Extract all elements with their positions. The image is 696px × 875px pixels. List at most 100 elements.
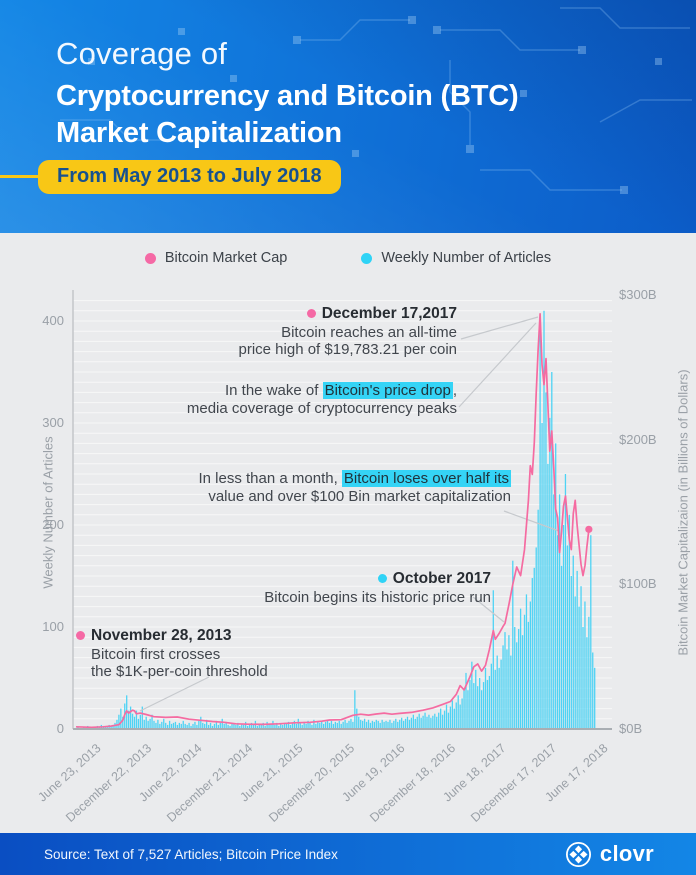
- weekly-articles-bar: [336, 722, 338, 729]
- weekly-articles-bar: [541, 423, 543, 729]
- weekly-articles-bar: [319, 722, 321, 729]
- weekly-articles-bar: [229, 725, 231, 729]
- weekly-articles-bar: [457, 695, 459, 729]
- weekly-articles-bar: [342, 721, 344, 729]
- y-axis-tick-label-left: 100: [42, 619, 64, 634]
- weekly-articles-bar: [424, 712, 426, 729]
- weekly-articles-bar: [289, 724, 292, 729]
- weekly-articles-bar: [514, 627, 516, 729]
- legend-label: Weekly Number of Articles: [381, 250, 552, 266]
- weekly-articles-bar: [555, 443, 557, 729]
- weekly-articles-bar: [367, 719, 370, 729]
- weekly-articles-bar: [323, 723, 325, 729]
- weekly-articles-bar: [473, 683, 475, 729]
- weekly-articles-bar: [239, 725, 241, 729]
- weekly-articles-bar: [145, 716, 147, 729]
- weekly-articles-bar: [196, 724, 198, 729]
- weekly-articles-bar: [172, 722, 175, 729]
- combo-chart-canvas: [72, 290, 612, 730]
- market-cap-line: [75, 312, 590, 729]
- weekly-articles-bar: [516, 642, 518, 729]
- weekly-articles-bar: [270, 723, 272, 729]
- header-banner: Coverage of Cryptocurrency and Bitcoin (…: [0, 0, 696, 233]
- weekly-articles-bar: [167, 724, 169, 729]
- y-axis-title-right: Bitcoin Market Capitalizaion (in Billion…: [675, 369, 691, 656]
- weekly-articles-bar: [445, 704, 448, 729]
- weekly-articles-bar: [231, 722, 233, 729]
- weekly-articles-bar: [451, 700, 453, 729]
- weekly-articles-bar: [128, 710, 130, 729]
- weekly-articles-bar: [315, 723, 317, 729]
- weekly-articles-bar: [443, 710, 446, 729]
- weekly-articles-bar: [529, 601, 531, 729]
- weekly-articles-bar: [112, 724, 114, 729]
- weekly-articles-bar: [430, 717, 432, 729]
- weekly-articles-bar: [282, 724, 284, 729]
- weekly-articles-bar: [176, 724, 179, 729]
- annotation-oct-2017: October 2017 Bitcoin begins its historic…: [264, 570, 491, 606]
- y-axis-tick-label-left: 200: [42, 517, 64, 532]
- weekly-articles-bar: [379, 722, 381, 729]
- weekly-articles-bar: [365, 721, 368, 729]
- weekly-articles-bar: [206, 719, 208, 729]
- weekly-articles-bar: [519, 608, 522, 729]
- weekly-articles-bar: [404, 718, 407, 729]
- weekly-articles-bar: [523, 614, 526, 729]
- y-axis-tick-label-left: 0: [56, 721, 64, 736]
- weekly-articles-bar: [373, 721, 375, 729]
- weekly-articles-bar: [133, 716, 136, 729]
- weekly-articles-bar: [547, 463, 549, 729]
- weekly-articles-bar: [471, 661, 473, 729]
- weekly-articles-bar: [225, 721, 227, 729]
- brand-name: clovr: [599, 841, 654, 866]
- weekly-articles-bar: [248, 723, 251, 729]
- weekly-articles-bar: [508, 635, 510, 729]
- weekly-articles-bar: [385, 720, 387, 729]
- weekly-articles-bar: [449, 706, 452, 729]
- weekly-articles-bar: [401, 717, 403, 729]
- annotation-text: Bitcoin reaches an all-time: [281, 323, 457, 341]
- weekly-articles-bar: [383, 721, 385, 729]
- weekly-articles-bar: [588, 616, 590, 729]
- circuit-pattern-decoration: [60, 7, 692, 194]
- weekly-articles-bar: [432, 715, 434, 729]
- weekly-articles-bar: [553, 494, 555, 729]
- pink-dot-icon: [144, 252, 156, 264]
- weekly-articles-bar: [557, 535, 559, 729]
- weekly-articles-bar: [393, 720, 395, 729]
- weekly-articles-bar: [377, 720, 379, 729]
- weekly-articles-bar: [170, 723, 173, 729]
- weekly-articles-bar: [440, 708, 442, 729]
- weekly-articles-bar: [274, 724, 276, 729]
- footer-bar: Source: Text of 7,527 Articles; Bitcoin …: [0, 833, 696, 875]
- weekly-articles-bar: [194, 721, 196, 729]
- y-axis-tick-label-left: 400: [42, 313, 64, 328]
- weekly-articles-bar: [527, 621, 530, 729]
- weekly-articles-bar: [518, 629, 520, 729]
- weekly-articles-bar: [568, 514, 570, 729]
- weekly-articles-bar: [504, 632, 506, 729]
- weekly-articles-bar: [477, 686, 479, 729]
- weekly-articles-bar: [447, 712, 450, 729]
- pill-accent-line: [0, 175, 40, 178]
- weekly-articles-bar: [209, 722, 212, 729]
- weekly-articles-bar: [389, 719, 391, 729]
- weekly-articles-bar: [163, 718, 165, 729]
- weekly-articles-bar: [147, 720, 149, 729]
- weekly-articles-bar: [422, 715, 424, 729]
- weekly-articles-bar: [303, 721, 305, 729]
- weekly-articles-bar: [512, 560, 514, 729]
- weekly-articles-bar: [161, 721, 163, 729]
- weekly-articles-bar: [182, 720, 184, 729]
- weekly-articles-bar: [256, 725, 258, 729]
- weekly-articles-bar: [215, 720, 218, 729]
- weekly-articles-bar: [250, 722, 253, 729]
- page-title-bold-2: Market Capitalization: [56, 117, 342, 149]
- weekly-articles-bar: [502, 645, 504, 729]
- y-axis-title-left: Weekly Number of Articles: [40, 436, 56, 589]
- weekly-articles-bar: [311, 724, 313, 729]
- weekly-articles-bar: [301, 724, 303, 729]
- weekly-articles-bar: [381, 719, 383, 729]
- weekly-articles-bar: [186, 724, 188, 729]
- weekly-articles-bar: [243, 724, 245, 729]
